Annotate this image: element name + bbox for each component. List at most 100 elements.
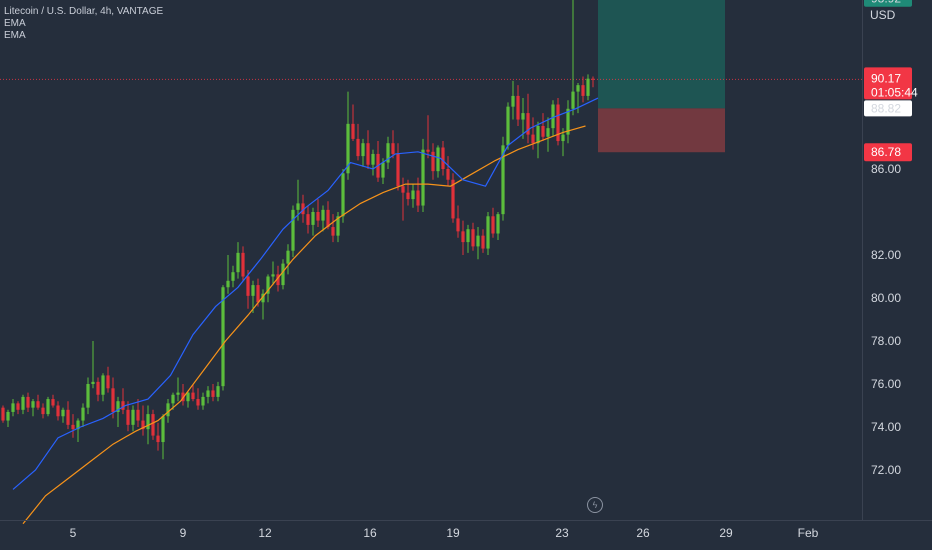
candle: [441, 141, 445, 176]
symbol-title[interactable]: Litecoin / U.S. Dollar, 4h, VANTAGE: [4, 6, 164, 17]
candle: [41, 403, 45, 419]
candle-body: [521, 113, 525, 120]
candle: [366, 130, 370, 169]
candle: [591, 76, 595, 88]
candle-body: [116, 401, 120, 412]
price-tick: 78.00: [871, 334, 901, 348]
candle-body: [566, 108, 570, 135]
candle: [396, 143, 400, 191]
candle: [341, 169, 345, 223]
candle: [221, 285, 225, 391]
candle: [451, 173, 455, 223]
candle: [126, 401, 130, 432]
candle: [251, 280, 255, 314]
candle: [371, 149, 375, 176]
ema-fast-line: [12, 97, 599, 490]
candle: [321, 205, 325, 232]
candle-body: [551, 104, 555, 129]
candle: [541, 113, 545, 142]
candle-body: [486, 216, 490, 249]
candle: [226, 255, 230, 294]
candle-body: [451, 179, 455, 219]
candle-body: [171, 394, 175, 404]
candle-body: [316, 212, 320, 221]
candle: [131, 405, 135, 432]
candle: [476, 227, 480, 260]
lightning-icon[interactable]: ϟ: [587, 497, 603, 513]
candle: [186, 390, 190, 408]
price-tick: 86.00: [871, 162, 901, 176]
candle: [206, 386, 210, 404]
candle-body: [581, 85, 585, 96]
candle-body: [36, 401, 40, 408]
last-price-label: 90.17: [871, 71, 901, 85]
candle: [141, 405, 145, 436]
candle: [286, 244, 290, 275]
price-axis[interactable]: 72.00 74.00 76.00 78.00 80.00 82.00 86.00: [871, 162, 901, 477]
candle: [86, 377, 90, 415]
candle: [151, 409, 155, 440]
candle-body: [1, 407, 5, 421]
candle: [96, 377, 100, 402]
candle-body: [441, 147, 445, 169]
candle-body: [296, 203, 300, 210]
candle-body: [361, 143, 365, 157]
candle: [1, 405, 5, 423]
currency-label: USD: [870, 8, 896, 22]
candle: [26, 392, 30, 412]
time-tick: 12: [258, 526, 272, 540]
candle-body: [536, 126, 540, 144]
candle: [71, 414, 75, 438]
candle-body: [121, 401, 125, 410]
time-axis[interactable]: 5 9 12 16 19 23 26 29 Feb: [70, 526, 819, 540]
candle: [526, 93, 530, 144]
candle-body: [326, 209, 330, 228]
candle: [361, 138, 365, 167]
candle-body: [6, 411, 10, 421]
candle: [211, 384, 215, 402]
candle: [481, 229, 485, 253]
candle-body: [336, 216, 340, 236]
candle-body: [216, 386, 220, 397]
candle-body: [286, 250, 290, 264]
price-tick: 80.00: [871, 291, 901, 305]
candle: [91, 341, 95, 389]
candle-body: [156, 435, 160, 443]
price-tick: 74.00: [871, 420, 901, 434]
candle-body: [21, 396, 25, 410]
position-zones[interactable]: [598, 0, 725, 153]
candle-body: [136, 409, 140, 421]
candle: [506, 102, 510, 150]
candle: [291, 205, 295, 258]
candle: [121, 388, 125, 415]
candle-body: [56, 405, 60, 417]
candle-body: [406, 192, 410, 200]
candle-body: [16, 403, 20, 410]
candles: [1, 0, 595, 460]
candle: [436, 145, 440, 178]
candle-body: [201, 396, 205, 406]
candle-body: [351, 123, 355, 139]
candle: [456, 205, 460, 238]
candle: [201, 392, 205, 410]
candle: [566, 100, 570, 144]
candle: [316, 199, 320, 228]
candle-body: [226, 280, 230, 288]
candle-body: [291, 209, 295, 251]
indicator-ema-2[interactable]: EMA: [4, 30, 26, 41]
candle: [266, 274, 270, 303]
candle: [231, 265, 235, 288]
candle: [546, 117, 550, 152]
candle-body: [71, 424, 75, 430]
candle: [336, 212, 340, 243]
candle-body: [76, 420, 80, 430]
candle-body: [366, 143, 370, 165]
candle-body: [541, 126, 545, 137]
target-badge-bg: [864, 0, 912, 7]
indicator-ema-1[interactable]: EMA: [4, 18, 26, 29]
candle-body: [471, 229, 475, 247]
candle-body: [151, 414, 155, 436]
candle-body: [306, 214, 310, 225]
